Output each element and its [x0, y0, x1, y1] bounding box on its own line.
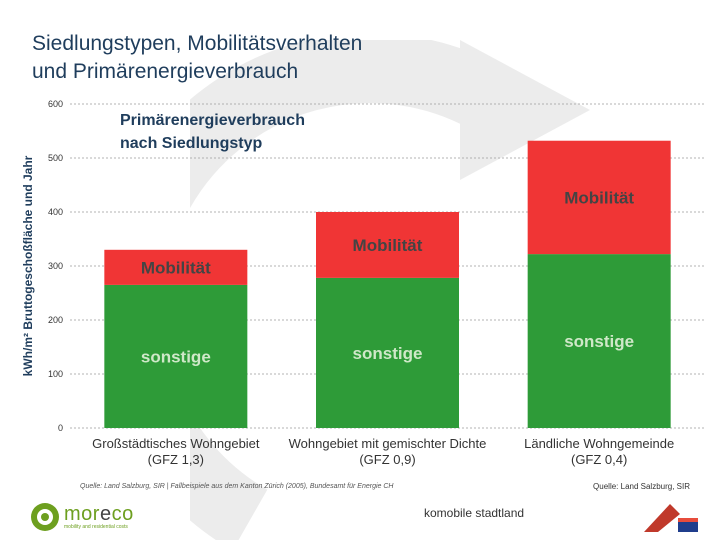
- x-tick-label: (GFZ 0,4): [571, 452, 627, 467]
- bar-segment-mobilität: [104, 249, 248, 285]
- y-tick-label: 0: [58, 423, 63, 433]
- x-tick-label: Großstädtisches Wohngebiet: [92, 436, 260, 451]
- moreco-logo-tagline: mobility and residential costs: [64, 524, 128, 530]
- chart-source-note: Quelle: Land Salzburg, SIR | Fallbeispie…: [80, 483, 394, 490]
- segment-label: sonstige: [353, 344, 423, 363]
- y-tick-label: 300: [48, 261, 63, 271]
- bar-segment-mobilität: [527, 140, 671, 255]
- x-tick-label: Ländliche Wohngemeinde: [524, 436, 674, 451]
- moreco-leaf-icon: [31, 503, 59, 531]
- slide-title-line-2: und Primärenergieverbrauch: [32, 60, 299, 83]
- bar-segment-sonstige: [316, 277, 459, 428]
- partner-logo-icon: [644, 504, 698, 532]
- y-axis-label: kWh/m² Bruttogeschoßfläche und Jahr: [21, 155, 35, 376]
- x-tick-label: (GFZ 0,9): [359, 452, 415, 467]
- segment-label: sonstige: [564, 332, 634, 351]
- segment-label: Mobilität: [141, 258, 211, 277]
- x-tick-label: (GFZ 1,3): [148, 452, 204, 467]
- y-tick-label: 500: [48, 153, 63, 163]
- segment-label: Mobilität: [564, 188, 634, 207]
- footer-text: komobile stadtland: [424, 506, 525, 520]
- y-tick-label: 200: [48, 315, 63, 325]
- y-tick-label: 400: [48, 207, 63, 217]
- moreco-logo-name: moreco: [64, 503, 134, 525]
- segment-label: Mobilität: [353, 236, 423, 255]
- x-tick-label: Wohngebiet mit gemischter Dichte: [289, 436, 487, 451]
- bar-segment-mobilität: [316, 212, 459, 278]
- segment-label: sonstige: [141, 347, 211, 366]
- chart-title-line-1: Primärenergieverbrauch: [120, 112, 305, 129]
- slide-title-line-1: Siedlungstypen, Mobilitätsverhalten: [32, 32, 363, 55]
- bar-segment-sonstige: [527, 254, 671, 428]
- bar-segment-sonstige: [104, 284, 248, 428]
- chart-title-line-2: nach Siedlungstyp: [120, 135, 262, 152]
- y-tick-label: 600: [48, 99, 63, 109]
- moreco-logo: moreco mobility and residential costs: [30, 502, 134, 532]
- slide-source: Quelle: Land Salzburg, SIR: [593, 482, 690, 491]
- recycle-arrow-watermark-icon: [190, 40, 590, 540]
- slide-title: Siedlungstypen, Mobilitätsverhalten und …: [32, 30, 552, 86]
- y-tick-label: 100: [48, 369, 63, 379]
